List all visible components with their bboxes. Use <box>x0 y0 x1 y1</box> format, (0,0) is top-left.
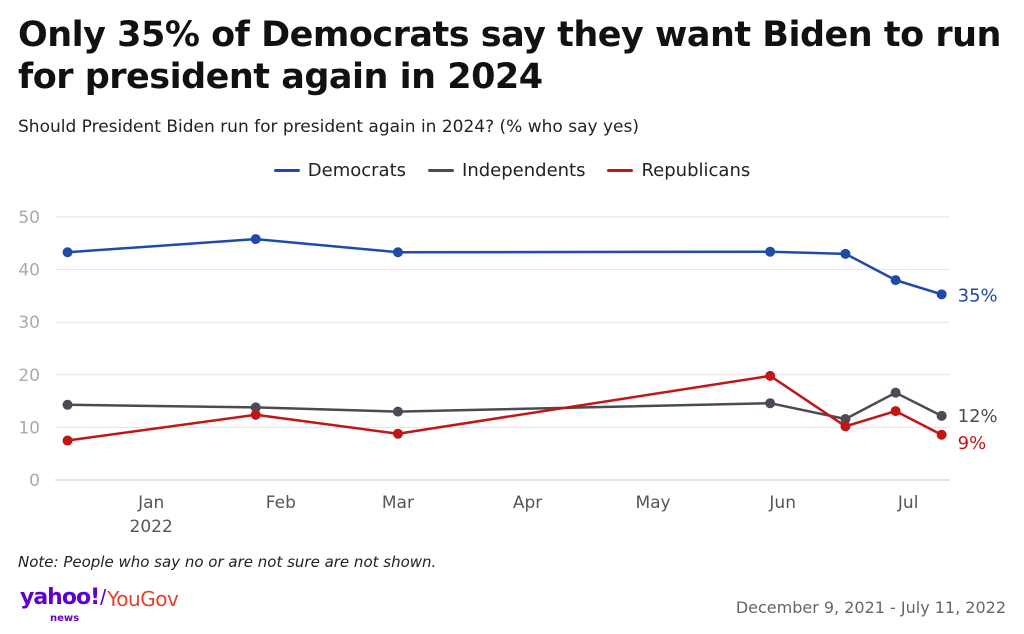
data-point-democrats-2 <box>392 247 403 258</box>
y-tick-label-20: 20 <box>18 366 40 386</box>
end-label-republicans: 9% <box>958 433 987 454</box>
data-point-republicans-6 <box>936 429 947 440</box>
data-point-republicans-4 <box>840 421 851 432</box>
data-point-independents-4 <box>840 413 851 424</box>
data-point-republicans-5 <box>890 406 901 417</box>
data-point-republicans-3 <box>765 370 776 381</box>
y-tick-label-50: 50 <box>18 208 40 228</box>
y-tick-label-0: 0 <box>29 471 40 491</box>
data-point-democrats-6 <box>936 289 947 300</box>
legend-item-democrats: Democrats <box>273 160 407 181</box>
x-tick-label-feb: Feb <box>266 493 296 513</box>
date-range: December 9, 2021 - July 11, 2022 <box>735 598 1006 617</box>
data-point-republicans-1 <box>250 409 261 420</box>
chart-subtitle: Should President Biden run for president… <box>18 117 639 137</box>
legend-label-republicans: Republicans <box>641 160 751 181</box>
data-point-independents-2 <box>392 406 403 417</box>
data-point-republicans-0 <box>62 435 73 446</box>
legend-swatch-republicans <box>607 169 634 172</box>
data-point-democrats-5 <box>890 275 901 286</box>
data-point-democrats-4 <box>840 248 851 259</box>
yahoo-news-logo: yahoo! news <box>20 585 100 625</box>
x-tick-label-jun: Jun <box>768 493 796 513</box>
y-tick-label-30: 30 <box>18 313 40 333</box>
data-point-independents-0 <box>62 399 73 410</box>
y-tick-label-40: 40 <box>18 261 40 281</box>
logo-separator: / <box>100 585 107 610</box>
data-point-democrats-1 <box>250 234 261 245</box>
series-line-democrats <box>66 237 943 296</box>
legend-label-independents: Independents <box>462 160 586 181</box>
end-label-independents: 12% <box>958 406 998 427</box>
data-point-independents-5 <box>890 387 901 398</box>
x-tick-label-may: May <box>635 493 670 513</box>
data-point-democrats-3 <box>765 246 776 257</box>
data-point-republicans-2 <box>392 428 403 439</box>
data-point-independents-6 <box>936 410 947 421</box>
end-label-democrats: 35% <box>958 285 998 306</box>
x-tick-label-mar: Mar <box>382 493 414 513</box>
line-chart: 0 10 20 30 40 50 Jan 2022 Feb Mar Apr May Jun Jul 35% 1… <box>18 208 998 537</box>
y-tick-label-10: 10 <box>18 418 40 438</box>
chart-title: Only 35% of Democrats say they want Bide… <box>18 15 1001 97</box>
legend-item-republicans: Republicans <box>607 160 750 181</box>
data-point-independents-3 <box>765 398 776 409</box>
data-point-independents-1 <box>250 402 261 413</box>
legend-label-democrats: Democrats <box>307 160 407 181</box>
yougov-logo: YouGov <box>107 587 179 611</box>
x-tick-label-jul: Jul <box>897 493 919 513</box>
legend-item-independents: Independents <box>428 160 585 181</box>
legend-swatch-independents <box>428 169 455 172</box>
yahoo-news-yougov-logo: yahoo! news / YouGov <box>20 585 179 625</box>
series-line-independents <box>66 391 943 421</box>
footnote: Note: People who say no or are not sure … <box>18 553 437 571</box>
legend-swatch-democrats <box>273 169 300 172</box>
data-point-democrats-0 <box>62 247 73 258</box>
legend: Democrats Independents Republicans <box>0 160 1024 181</box>
x-tick-label-jan: Jan <box>137 493 164 513</box>
news-wordmark: news <box>50 613 80 624</box>
x-tick-label-apr: Apr <box>513 493 542 513</box>
x-tick-sublabel-year: 2022 <box>130 517 173 537</box>
yahoo-wordmark: yahoo! <box>20 585 100 610</box>
